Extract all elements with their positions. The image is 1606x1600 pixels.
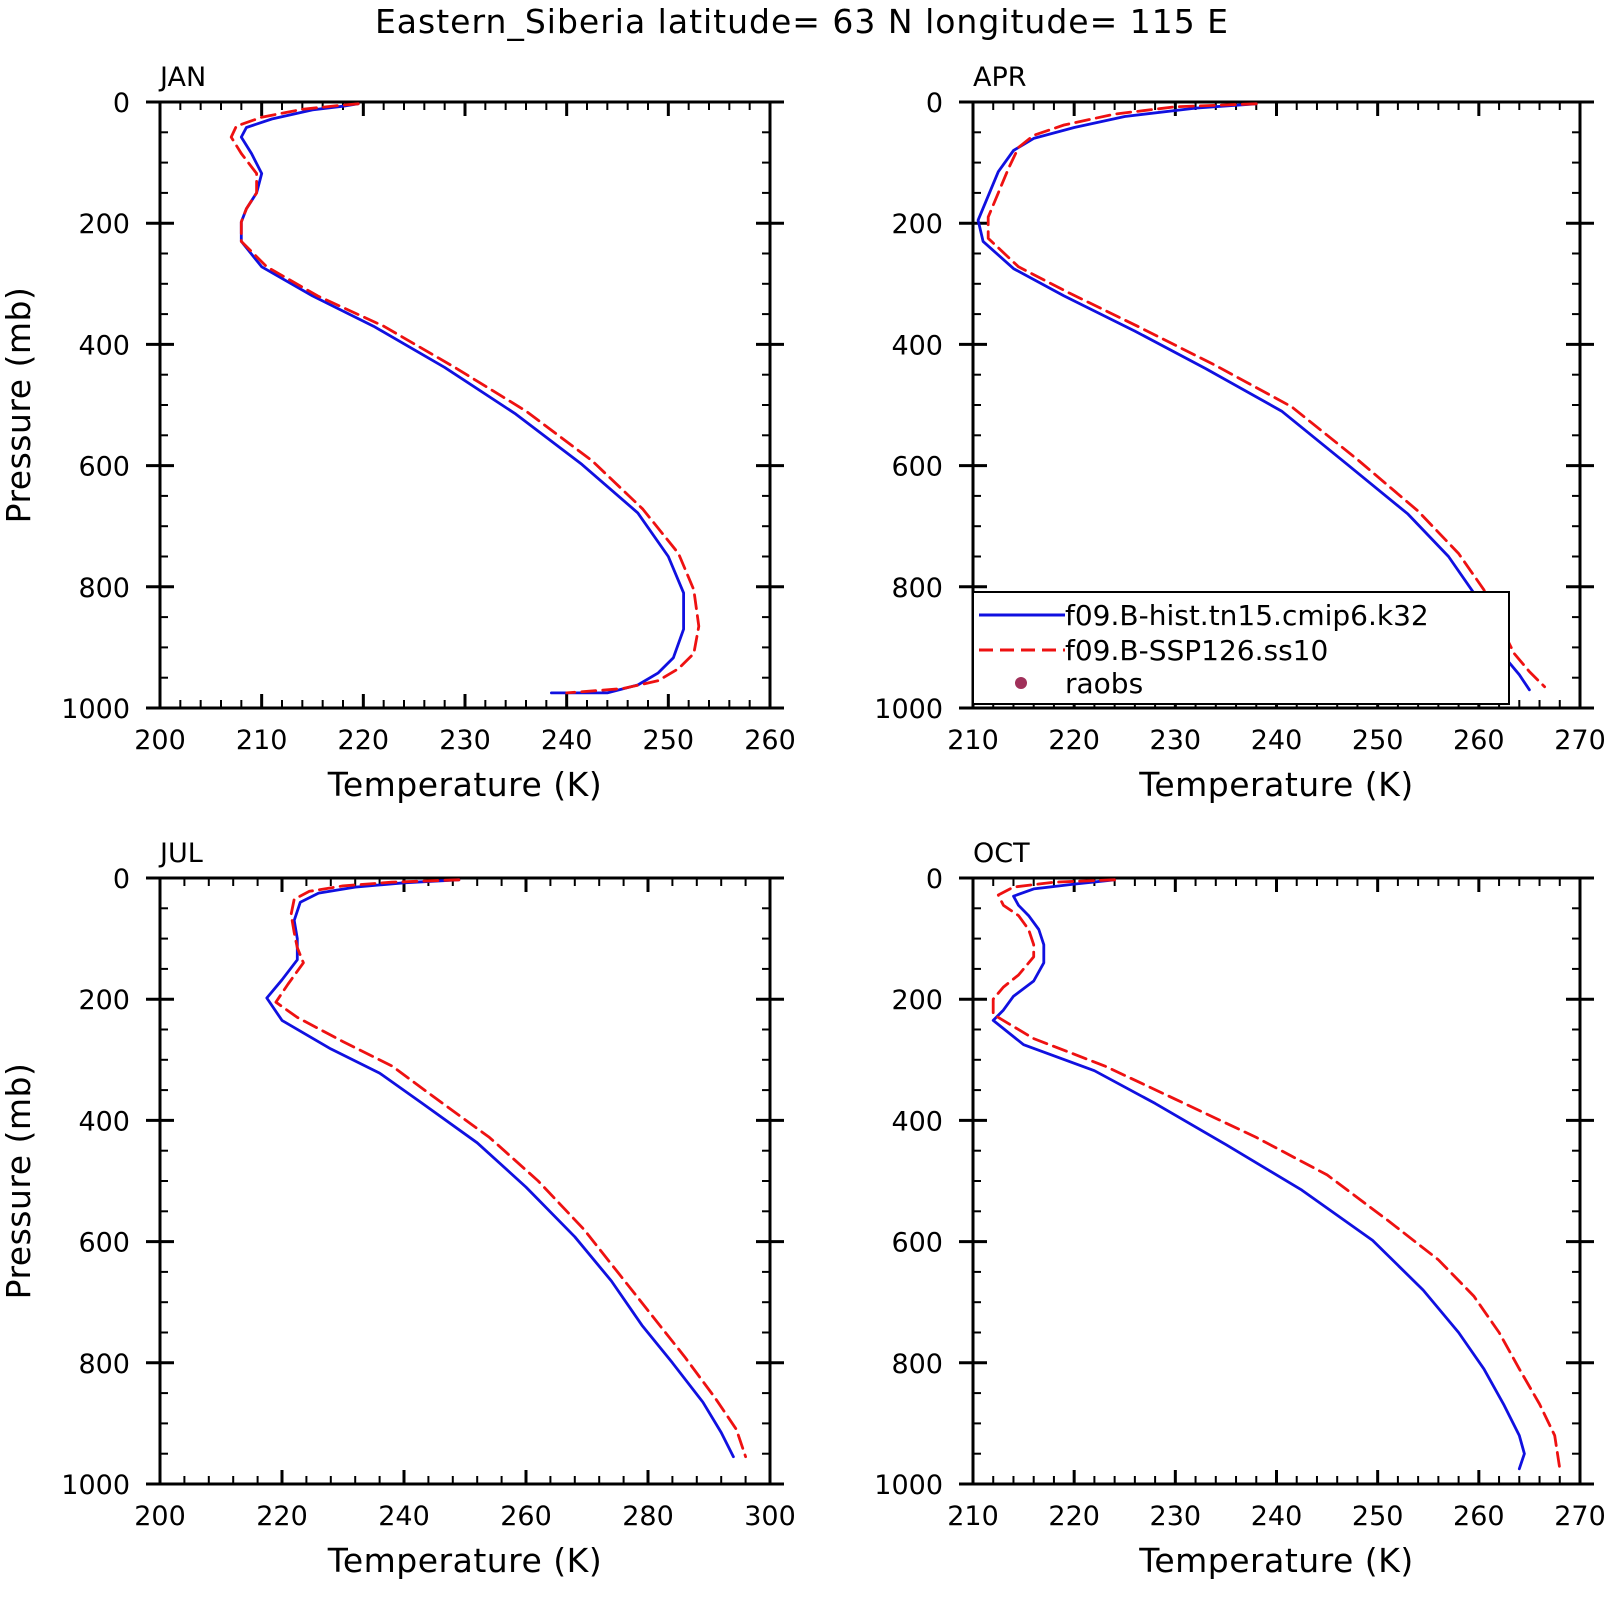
y-tick-label: 600 [891,1228,943,1259]
x-tick-label: 200 [134,725,186,756]
x-tick-label: 250 [1352,725,1404,756]
x-tick-label: 230 [439,725,491,756]
y-tick-label: 200 [891,209,943,240]
panel-title: APR [973,62,1027,93]
panel-title: JUL [158,838,203,869]
x-tick-label: 230 [1150,725,1202,756]
y-tick-label: 0 [926,864,943,895]
legend-swatch-raobs [1015,677,1027,689]
panel-jan: 200 210 220 230 240 250 260 0 200 400 600 800 1000 JA… [0,62,796,804]
y-tick-label: 0 [113,88,130,119]
x-tick-label: 210 [947,1501,999,1532]
x-tick-label: 240 [378,1501,430,1532]
y-tick-label: 0 [926,88,943,119]
y-tick-label: 800 [891,1349,943,1380]
x-tick-label: 270 [1554,725,1606,756]
figure-title: Eastern_Siberia latitude= 63 N longitude… [375,2,1229,41]
x-tick-label: 220 [1048,725,1100,756]
y-axis-label: Pressure (mb) [0,287,38,524]
x-tick-label: 300 [744,1501,796,1532]
y-tick-label: 1000 [61,694,130,725]
x-tick-label: 260 [744,725,796,756]
x-axis-label: Temperature (K) [1138,1541,1413,1580]
y-tick-label: 1000 [874,1470,943,1501]
y-tick-label: 400 [891,1106,943,1137]
y-tick-label: 400 [891,330,943,361]
panel-title: OCT [973,838,1030,869]
x-tick-label: 260 [1453,1501,1505,1532]
y-tick-label: 1000 [61,1470,130,1501]
x-tick-label: 270 [1554,1501,1606,1532]
y-tick-label: 600 [78,452,130,483]
x-tick-label: 220 [256,1501,308,1532]
panel-jul: 200 220 240 260 280 300 0 200 400 600 800 1000 JUL Te… [0,838,796,1580]
y-tick-label: 200 [78,985,130,1016]
y-tick-label: 600 [78,1228,130,1259]
x-tick-label: 200 [134,1501,186,1532]
x-axis-label: Temperature (K) [1138,765,1413,804]
x-tick-label: 220 [338,725,390,756]
y-tick-label: 800 [78,1349,130,1380]
series-line-hist [239,102,685,695]
legend-label: f09.B-SSP126.ss10 [1065,634,1328,667]
x-tick-label: 230 [1150,1501,1202,1532]
series-line-hist [991,878,1526,1471]
x-tick-label: 210 [236,725,288,756]
x-tick-label: 280 [622,1501,674,1532]
x-tick-label: 260 [1453,725,1505,756]
y-tick-label: 400 [78,1106,130,1137]
legend-label: raobs [1065,667,1143,700]
series-line-ssp126 [274,878,747,1459]
x-tick-label: 240 [541,725,593,756]
x-tick-label: 240 [1251,725,1303,756]
x-axis-label: Temperature (K) [327,1541,602,1580]
y-tick-label: 200 [78,209,130,240]
y-tick-label: 400 [78,330,130,361]
y-tick-label: 600 [891,452,943,483]
legend-box [972,591,1510,705]
y-tick-label: 800 [891,573,943,604]
y-tick-label: 800 [78,573,130,604]
x-tick-label: 250 [643,725,695,756]
y-axis-label: Pressure (mb) [0,1063,38,1300]
x-tick-label: 260 [500,1501,552,1532]
series-line-ssp126 [229,102,701,695]
panel-apr: 210 220 230 240 250 260 270 0 200 400 600 800 1000 AP… [874,62,1605,804]
y-tick-label: 0 [113,864,130,895]
panel-oct: 210 220 230 240 250 260 270 0 200 400 600 800 1000 OC… [874,838,1605,1580]
legend-label: f09.B-hist.tn15.cmip6.k32 [1065,599,1429,632]
series-line-ssp126 [991,878,1562,1471]
y-tick-label: 1000 [874,694,943,725]
y-tick-label: 200 [891,985,943,1016]
x-axis-label: Temperature (K) [327,765,602,804]
series-line-hist [265,878,735,1459]
x-tick-label: 250 [1352,1501,1404,1532]
x-tick-label: 240 [1251,1501,1303,1532]
panel-title: JAN [158,62,206,93]
x-tick-label: 210 [947,725,999,756]
x-tick-label: 220 [1048,1501,1100,1532]
legend: f09.B-hist.tn15.cmip6.k32f09.B-SSP126.ss… [972,591,1510,705]
